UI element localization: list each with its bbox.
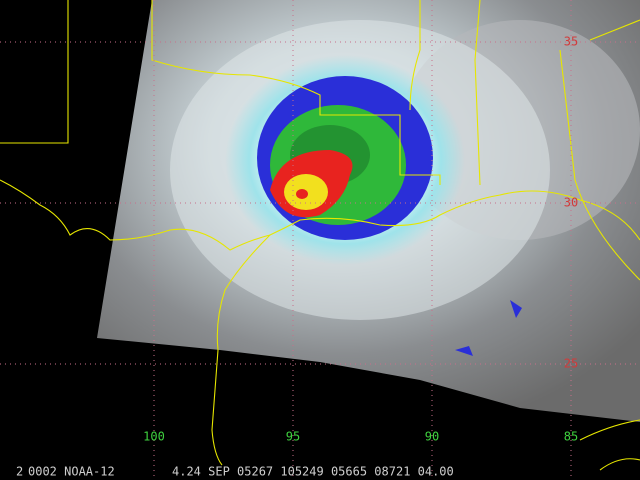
- eye: [296, 189, 308, 199]
- latitude-label: 35: [564, 35, 578, 49]
- longitude-label: 85: [564, 430, 578, 444]
- channel-number: 2: [16, 465, 23, 479]
- longitude-label: 90: [425, 430, 439, 444]
- graticule-labels: 100 95 90 85 35 30 25: [143, 35, 578, 444]
- longitude-label: 95: [286, 430, 300, 444]
- satellite-id: 0002 NOAA-12: [28, 465, 115, 479]
- latitude-label: 25: [564, 357, 578, 371]
- longitude-label: 100: [143, 430, 165, 444]
- storm-cells: [455, 300, 522, 356]
- image-stamp: 4.24 SEP 05267 105249 05665 08721 04.00: [172, 465, 454, 479]
- hurricane: [225, 55, 465, 265]
- latitude-label: 30: [564, 196, 578, 210]
